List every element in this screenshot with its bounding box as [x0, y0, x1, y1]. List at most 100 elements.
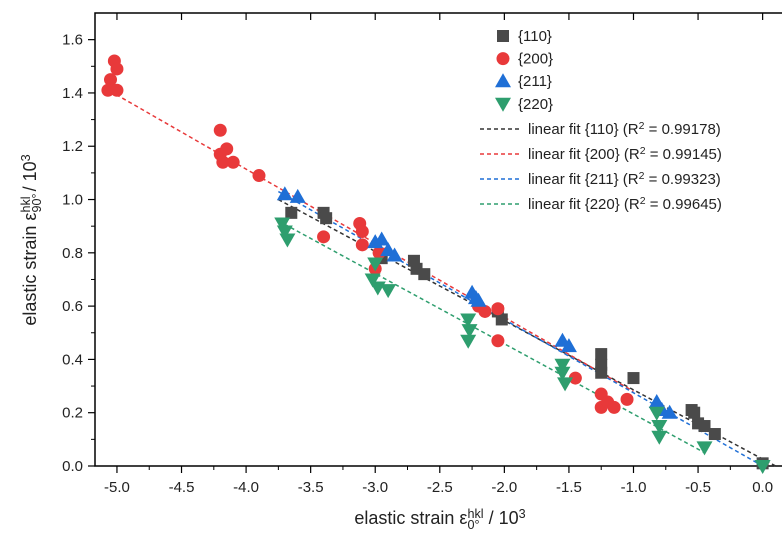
label-part: = 0.99145) — [646, 146, 722, 163]
x-tick-label: -4.0 — [233, 479, 259, 496]
point — [595, 366, 608, 379]
point — [491, 302, 505, 316]
legend-label: linear fit {220} (R2 = 0.99645) — [528, 195, 722, 213]
legend-marker — [495, 97, 511, 112]
x-tick-label: -3.0 — [362, 479, 388, 496]
legend-label: {211} — [518, 73, 552, 90]
y-tick-label: 1.6 — [62, 32, 83, 49]
legend-marker — [497, 30, 509, 42]
point — [279, 233, 296, 248]
point — [554, 358, 571, 373]
plot-frame — [94, 12, 782, 467]
legend-label: {110} — [518, 28, 552, 45]
fit-line — [278, 190, 763, 467]
legend-label: linear fit {110} (R2 = 0.99178) — [528, 120, 721, 138]
label-part: / 10 — [20, 161, 40, 196]
point — [754, 460, 771, 474]
label-part: 3 — [519, 507, 526, 521]
label-part: 2 — [639, 120, 645, 132]
point — [274, 217, 291, 232]
point — [276, 186, 293, 201]
y-tick-label: 1.4 — [62, 85, 83, 102]
legend-marker — [495, 73, 511, 88]
legend-label: {220} — [518, 96, 553, 113]
y-tick-label: 0.0 — [62, 458, 83, 475]
label-part: / 10 — [484, 508, 519, 528]
label-part: = 0.99178) — [644, 121, 720, 138]
label-part: 0° — [467, 518, 479, 532]
point — [252, 169, 266, 183]
point — [460, 334, 477, 349]
point — [595, 348, 608, 361]
y-tick-label: 1.0 — [62, 192, 83, 209]
label-part: 2 — [639, 170, 645, 182]
fit-line — [278, 220, 705, 454]
point — [648, 406, 665, 421]
label-part: 2 — [640, 195, 646, 207]
x-tick-label: -2.5 — [427, 479, 453, 496]
point — [661, 404, 678, 419]
point — [495, 313, 508, 326]
y-tick-label: 1.2 — [62, 138, 83, 155]
point — [461, 324, 478, 339]
point — [289, 188, 306, 203]
legend-label: {200} — [518, 51, 553, 68]
point — [627, 372, 640, 385]
label-part: 3 — [19, 154, 33, 161]
y-tick-label: 0.2 — [62, 405, 83, 422]
point — [478, 304, 492, 318]
x-tick-label: -4.5 — [169, 479, 195, 496]
point — [380, 284, 397, 299]
point — [364, 273, 381, 288]
point — [386, 247, 403, 262]
legend-label: linear fit {200} (R2 = 0.99145) — [528, 145, 722, 163]
point — [568, 371, 582, 385]
y-axis-label: elastic strain ε90°hkl / 103 — [19, 154, 43, 325]
point — [460, 313, 477, 328]
label-part: elastic strain ε — [20, 213, 40, 326]
point — [696, 441, 713, 456]
y-tick-label: 0.8 — [62, 245, 83, 262]
point — [557, 377, 574, 392]
point — [103, 73, 117, 87]
point — [560, 338, 577, 353]
point — [110, 62, 124, 76]
y-tick-label: 0.6 — [62, 298, 83, 315]
y-tick-label: 0.4 — [62, 351, 83, 368]
point — [620, 392, 634, 406]
point — [355, 225, 369, 239]
label-part: elastic strain ε — [354, 508, 467, 528]
x-tick-label: -1.5 — [556, 479, 582, 496]
x-axis-label: elastic strain ε0°hkl / 103 — [354, 507, 525, 531]
label-part: hkl — [467, 507, 483, 521]
legend-marker — [496, 52, 510, 66]
legend-label: linear fit {211} (R2 = 0.99323) — [528, 170, 721, 188]
point — [373, 231, 390, 246]
label-part: linear fit {110} (R — [528, 121, 639, 138]
x-tick-label: 0.0 — [752, 479, 773, 496]
point — [226, 155, 240, 169]
point — [276, 225, 293, 240]
point — [101, 83, 115, 97]
x-tick-label: -5.0 — [104, 479, 130, 496]
point — [285, 206, 298, 219]
label-part: linear fit {211} (R — [528, 171, 639, 188]
point — [708, 428, 721, 441]
point — [418, 268, 431, 281]
label-part: 2 — [640, 145, 646, 157]
x-tick-label: -0.5 — [685, 479, 711, 496]
point — [407, 254, 420, 267]
point — [220, 142, 234, 156]
point — [110, 83, 124, 97]
point — [213, 123, 227, 137]
point — [698, 420, 711, 433]
point — [651, 420, 668, 435]
point — [320, 212, 333, 225]
point — [491, 334, 505, 348]
label-part: hkl — [19, 196, 33, 212]
label-part: 90° — [30, 194, 44, 213]
point — [607, 400, 621, 414]
label-part: linear fit {200} (R — [528, 146, 640, 163]
label-part: linear fit {220} (R — [528, 196, 640, 213]
